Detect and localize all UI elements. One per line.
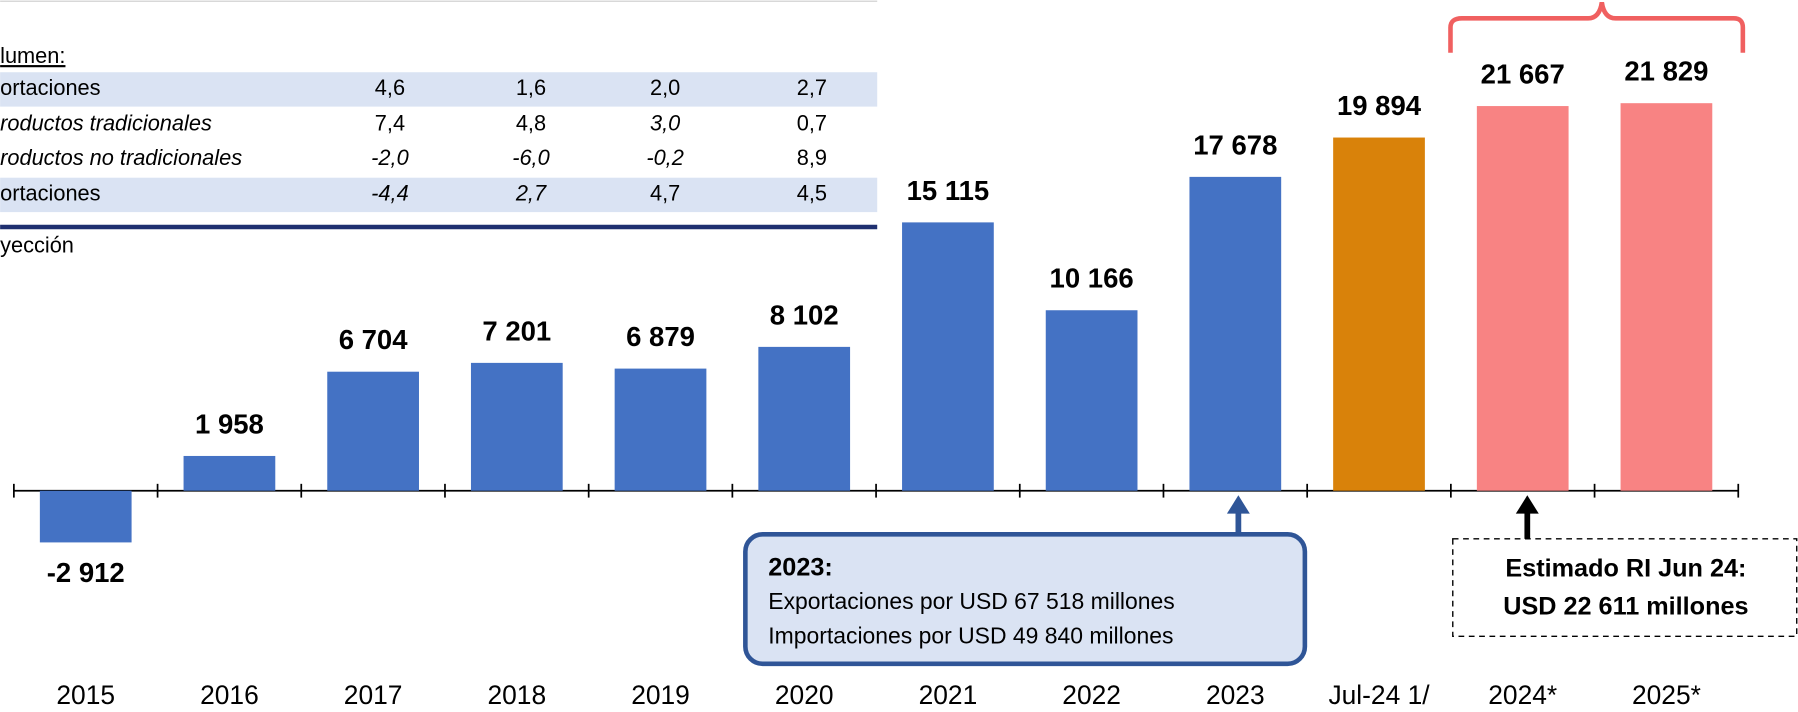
table-cell: 2,7 — [797, 75, 827, 100]
value-label: -2 912 — [47, 557, 125, 588]
table-cell: -4,4 — [371, 181, 409, 206]
x-tick-label: 2015 — [56, 680, 115, 710]
x-tick-label: 2020 — [775, 680, 834, 710]
table-cell: 4,5 — [797, 181, 827, 206]
bar — [1189, 176, 1282, 491]
annotation-box — [743, 531, 1308, 667]
bar — [902, 222, 994, 491]
bar — [1476, 106, 1569, 491]
table-cell: 4,6 — [375, 75, 405, 100]
value-label: 15 115 — [907, 175, 990, 206]
table-cell: 0,7 — [797, 111, 827, 136]
table-cell: -2,0 — [371, 145, 409, 170]
annotation-text: Importaciones por USD 49 840 millones — [768, 623, 1173, 649]
table-cell: -6,0 — [512, 145, 550, 170]
annotation-box — [1452, 538, 1798, 638]
row-band — [0, 177, 878, 213]
x-tick-label: 2016 — [200, 680, 259, 710]
value-label: 8 102 — [770, 299, 839, 330]
table-cell: 2,7 — [515, 181, 547, 206]
arrow-head — [1226, 495, 1250, 514]
row-label: ortaciones — [0, 75, 101, 100]
bar — [1620, 103, 1713, 491]
table-cell: 3,0 — [650, 111, 680, 136]
arrow-head — [1515, 495, 1539, 514]
value-label: 10 166 — [1050, 263, 1134, 294]
value-label: 1 958 — [195, 408, 264, 439]
value-label: 21 667 — [1481, 59, 1565, 90]
row-label: ortaciones — [0, 181, 101, 206]
table-cell: 8,9 — [797, 145, 827, 170]
value-label: 19 894 — [1337, 90, 1422, 121]
bar — [614, 368, 707, 491]
row-label: roductos tradicionales — [0, 111, 212, 136]
value-label: 21 829 — [1624, 56, 1708, 87]
table-heading: lumen: — [0, 43, 65, 68]
table-cell: 2,0 — [650, 75, 680, 100]
row-band — [0, 72, 878, 107]
x-tick-label: 2024* — [1488, 680, 1557, 710]
table-cell: 7,4 — [375, 111, 405, 136]
x-tick-label: 2023 — [1206, 680, 1265, 710]
bracket — [1448, 1, 1746, 53]
x-tick-label: 2025* — [1632, 680, 1701, 710]
value-label: 6 879 — [626, 321, 695, 352]
x-tick-label: 2019 — [631, 680, 690, 710]
annotation-title: 2023: — [768, 553, 833, 581]
bar — [758, 346, 851, 491]
bar — [1333, 137, 1425, 491]
x-tick-label: 2017 — [344, 680, 403, 710]
annotation-text: Estimado RI Jun 24: — [1505, 554, 1746, 582]
table-cell: 4,8 — [516, 111, 546, 136]
x-tick-label: 2022 — [1062, 680, 1121, 710]
row-label: roductos no tradicionales — [0, 145, 242, 170]
x-tick-label: 2021 — [919, 680, 978, 710]
value-label: 7 201 — [482, 315, 551, 346]
annotation-text: Exportaciones por USD 67 518 millones — [768, 588, 1174, 614]
bar — [39, 490, 132, 543]
table-cell: 4,7 — [650, 181, 680, 206]
value-label: 6 704 — [339, 324, 409, 355]
table-note: yección — [0, 232, 74, 257]
annotation-text: USD 22 611 millones — [1503, 592, 1748, 620]
bar — [1045, 310, 1138, 491]
value-label: 17 678 — [1193, 129, 1277, 160]
table-cell: -0,2 — [646, 145, 684, 170]
table-cell: 1,6 — [516, 75, 546, 100]
bar — [183, 455, 276, 491]
bar — [470, 362, 563, 491]
x-tick-label: 2018 — [488, 680, 547, 710]
bar — [327, 371, 419, 491]
x-tick-label: Jul-24 1/ — [1328, 680, 1430, 710]
